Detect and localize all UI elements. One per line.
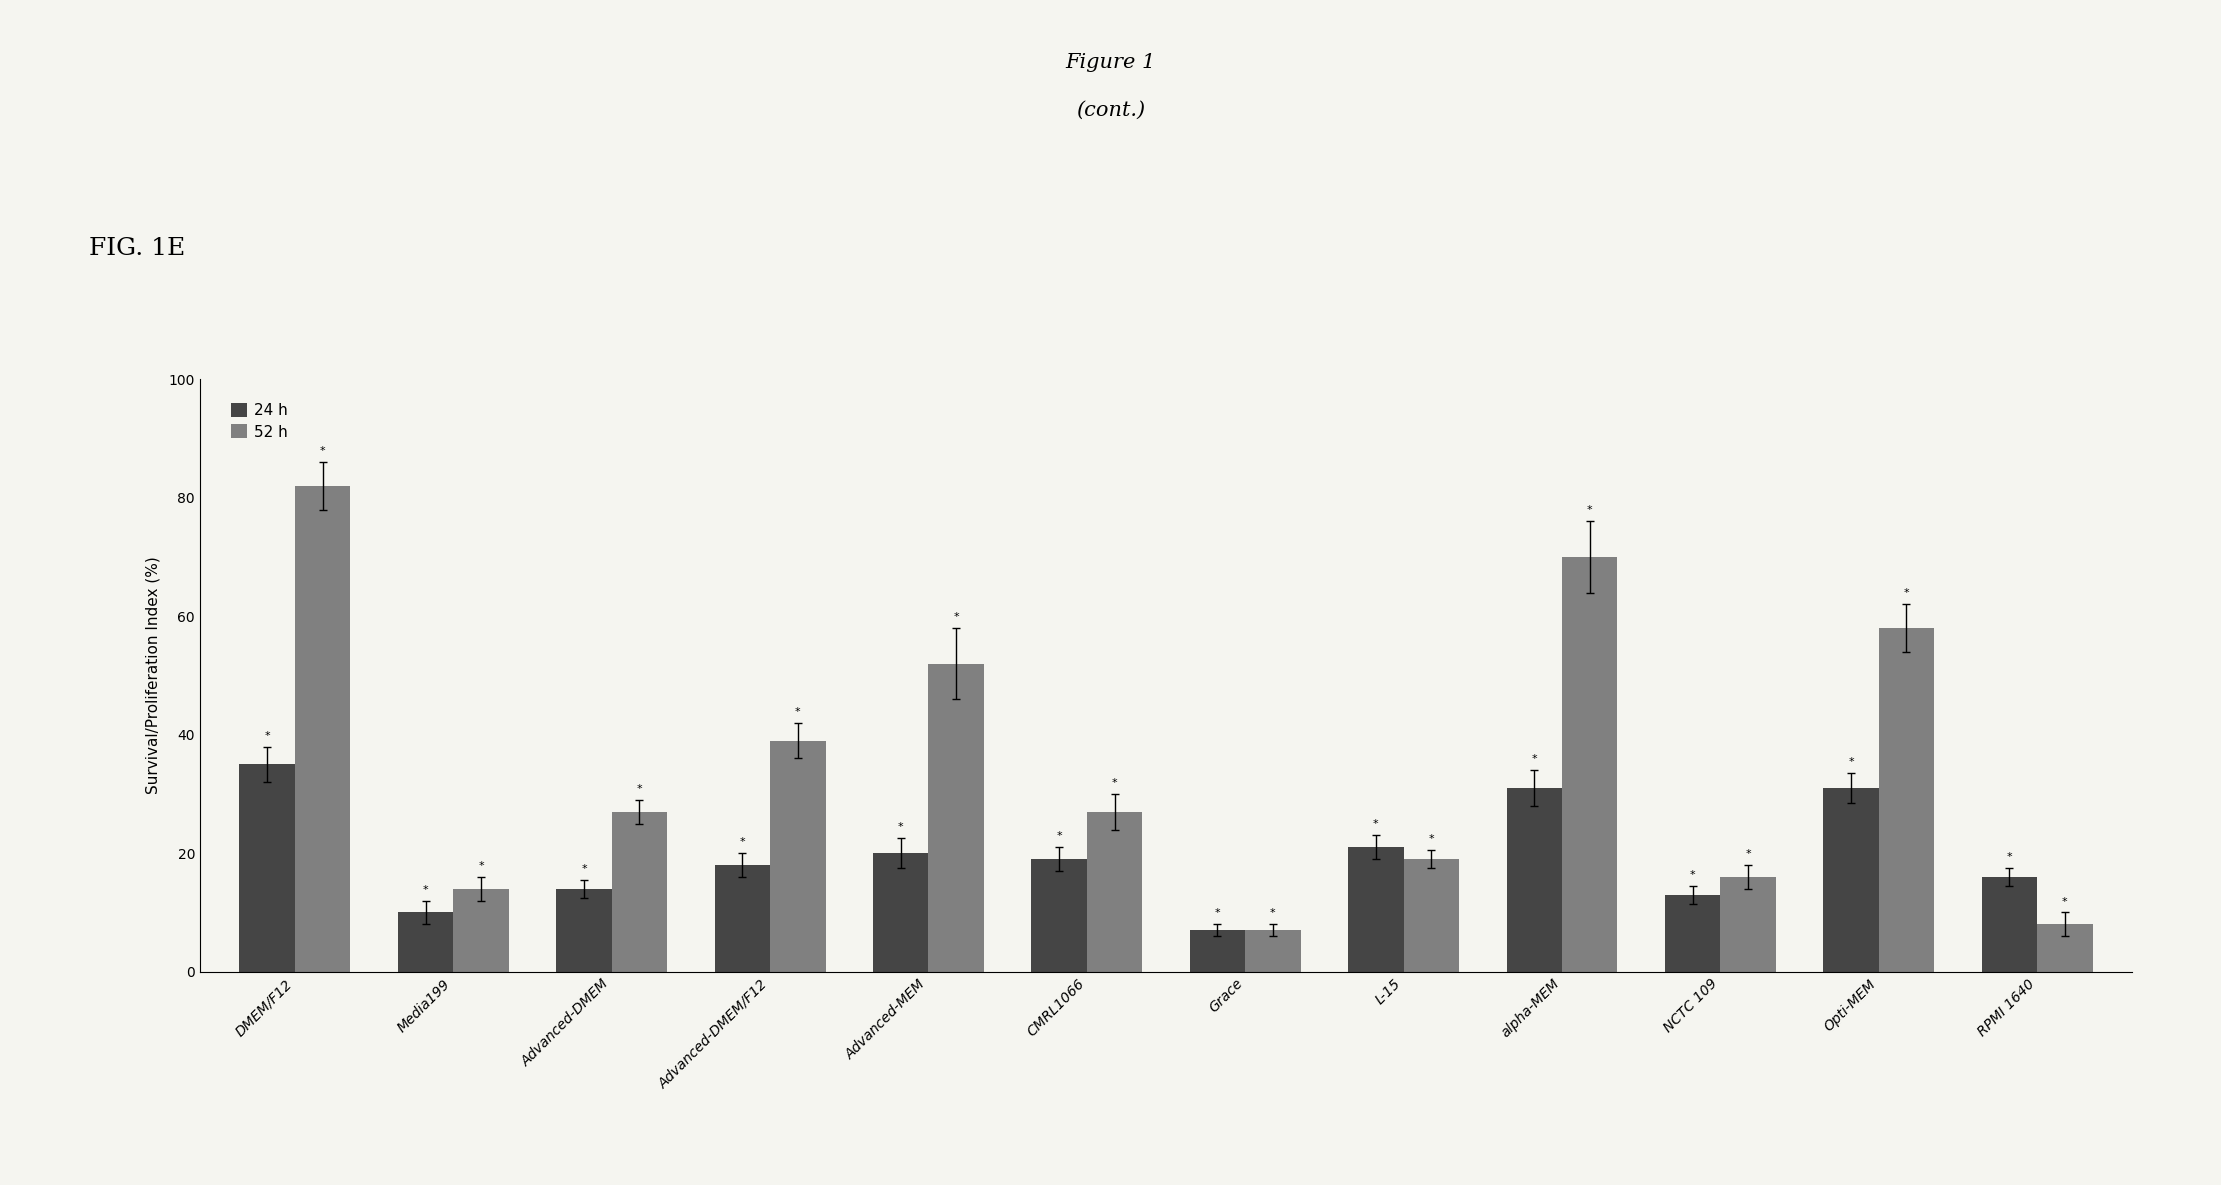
Bar <box>1404 859 1459 972</box>
Text: *: * <box>582 864 586 875</box>
Bar <box>771 741 826 972</box>
Text: *: * <box>2061 897 2068 907</box>
Bar <box>1721 877 1777 972</box>
Text: *: * <box>1690 870 1695 879</box>
Bar <box>240 764 295 972</box>
Text: *: * <box>1270 909 1275 918</box>
Text: *: * <box>422 885 429 895</box>
Text: FIG. 1E: FIG. 1E <box>89 237 184 260</box>
Bar <box>2037 924 2092 972</box>
Text: *: * <box>1532 755 1537 764</box>
Bar <box>1348 847 1404 972</box>
Text: *: * <box>264 731 271 741</box>
Text: *: * <box>1373 820 1379 830</box>
Bar <box>1246 930 1302 972</box>
Bar <box>295 486 351 972</box>
Bar <box>1561 557 1617 972</box>
Text: *: * <box>478 861 484 871</box>
Bar <box>1879 628 1934 972</box>
Text: *: * <box>1215 909 1219 918</box>
Text: *: * <box>1746 850 1750 859</box>
Bar <box>1031 859 1086 972</box>
Text: *: * <box>1903 589 1910 598</box>
Text: *: * <box>897 822 904 832</box>
Bar <box>1823 788 1879 972</box>
Text: *: * <box>795 707 800 717</box>
Text: *: * <box>1428 834 1435 844</box>
Y-axis label: Survival/Proliferation Index (%): Survival/Proliferation Index (%) <box>144 557 160 794</box>
Text: *: * <box>637 784 642 794</box>
Bar <box>453 889 509 972</box>
Legend: 24 h, 52 h: 24 h, 52 h <box>227 398 293 444</box>
Text: *: * <box>1848 757 1855 768</box>
Text: *: * <box>2006 852 2012 863</box>
Bar <box>1190 930 1246 972</box>
Bar <box>555 889 611 972</box>
Text: *: * <box>1057 832 1062 841</box>
Bar <box>873 853 928 972</box>
Bar <box>611 812 666 972</box>
Text: *: * <box>953 613 959 622</box>
Text: *: * <box>1113 779 1117 788</box>
Bar <box>1086 812 1142 972</box>
Bar <box>1506 788 1561 972</box>
Bar <box>1666 895 1721 972</box>
Text: (cont.): (cont.) <box>1075 101 1146 120</box>
Bar <box>1981 877 2037 972</box>
Bar <box>398 912 453 972</box>
Text: *: * <box>320 447 326 456</box>
Bar <box>928 664 984 972</box>
Text: Figure 1: Figure 1 <box>1066 53 1155 72</box>
Text: *: * <box>740 838 746 847</box>
Bar <box>715 865 771 972</box>
Text: *: * <box>1586 506 1592 515</box>
